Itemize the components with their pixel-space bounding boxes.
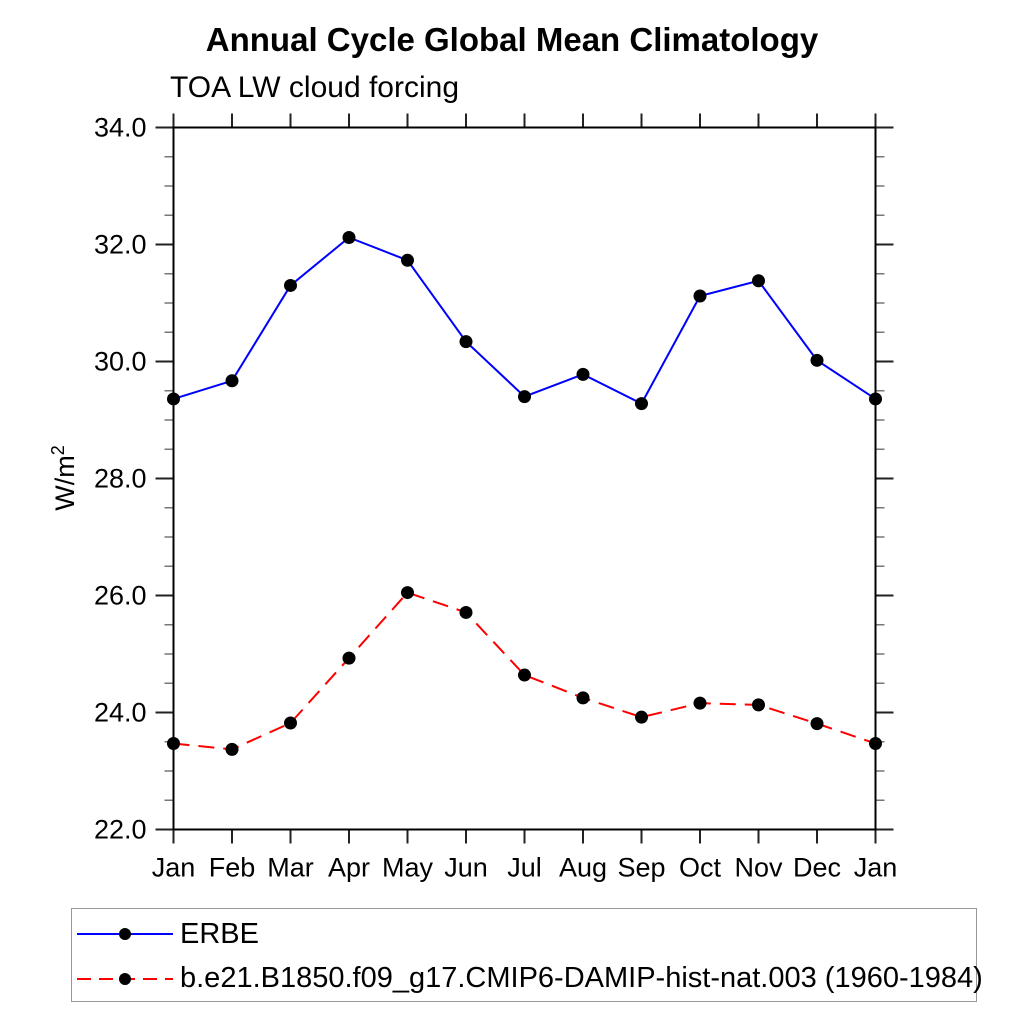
plot-frame <box>172 126 877 831</box>
series-markers-1 <box>167 586 882 756</box>
x-tick-label: Jun <box>444 853 488 883</box>
data-point <box>518 668 531 682</box>
data-point <box>401 586 414 600</box>
y-tick-label: 30.0 <box>94 347 147 377</box>
data-point <box>342 651 356 665</box>
data-point <box>576 691 590 705</box>
data-point <box>869 737 882 751</box>
x-tick-label: Mar <box>267 853 314 883</box>
y-axis-tick-labels: 22.0 24.0 26.0 28.0 30.0 32.0 34.0 <box>94 113 147 845</box>
data-point <box>693 696 707 710</box>
x-tick-label: Sep <box>617 853 665 883</box>
data-point <box>869 392 882 406</box>
legend-label-erbe: ERBE <box>180 917 259 950</box>
legend-row-model: b.e21.B1850.f09_g17.CMIP6-DAMIP-hist-nat… <box>72 957 983 1001</box>
legend-line-sample-solid <box>77 928 173 941</box>
x-tick-label: Jul <box>507 853 542 883</box>
data-point <box>752 274 765 288</box>
data-point <box>810 717 824 731</box>
data-point <box>635 397 648 411</box>
y-tick-label: 32.0 <box>94 230 147 260</box>
y-axis-minor-ticks <box>164 156 885 801</box>
data-point <box>459 335 473 349</box>
x-axis-ticks <box>172 113 877 844</box>
series-line-0 <box>173 236 877 405</box>
chart-subtitle: TOA LW cloud forcing <box>170 71 460 104</box>
data-point <box>225 742 239 756</box>
y-axis-major-ticks <box>155 126 894 831</box>
data-point <box>401 253 414 267</box>
x-tick-label: Feb <box>209 853 256 883</box>
x-tick-label: Nov <box>734 853 783 883</box>
data-point <box>167 392 180 406</box>
y-tick-label: 34.0 <box>94 113 147 143</box>
x-tick-label: Dec <box>793 853 841 883</box>
y-tick-label: 28.0 <box>94 464 147 494</box>
legend-box: ERBE b.e21.B1850.f09_g17.CMIP6-DAMIP-his… <box>71 908 983 1002</box>
data-point <box>518 390 531 404</box>
data-point <box>635 710 648 724</box>
data-point <box>693 289 707 303</box>
data-point <box>576 367 590 381</box>
legend-row-erbe: ERBE <box>72 912 976 956</box>
x-axis-tick-labels: Jan Feb Mar Apr May Jun Jul Aug Sep Oct Nov Dec Jan <box>152 853 898 883</box>
x-tick-label: Apr <box>328 853 370 883</box>
x-tick-label: Jan <box>854 853 898 883</box>
legend-line-sample-dashed <box>77 972 173 985</box>
data-point <box>810 353 824 367</box>
y-tick-label: 24.0 <box>94 698 147 728</box>
x-tick-label: Aug <box>559 853 607 883</box>
x-tick-label: Oct <box>679 853 722 883</box>
x-tick-label: May <box>382 853 434 883</box>
data-point <box>284 278 297 292</box>
x-tick-label: Jan <box>152 853 196 883</box>
data-point <box>459 605 473 619</box>
data-point <box>225 374 239 388</box>
data-point <box>752 698 765 712</box>
y-tick-label: 26.0 <box>94 581 147 611</box>
chart-title: Annual Cycle Global Mean Climatology <box>205 21 819 58</box>
series-markers-0 <box>167 230 882 411</box>
legend-label-model: b.e21.B1850.f09_g17.CMIP6-DAMIP-hist-nat… <box>180 962 983 995</box>
data-point <box>342 230 356 244</box>
data-point <box>167 737 180 751</box>
y-tick-label: 22.0 <box>94 815 147 845</box>
data-point <box>284 716 297 730</box>
